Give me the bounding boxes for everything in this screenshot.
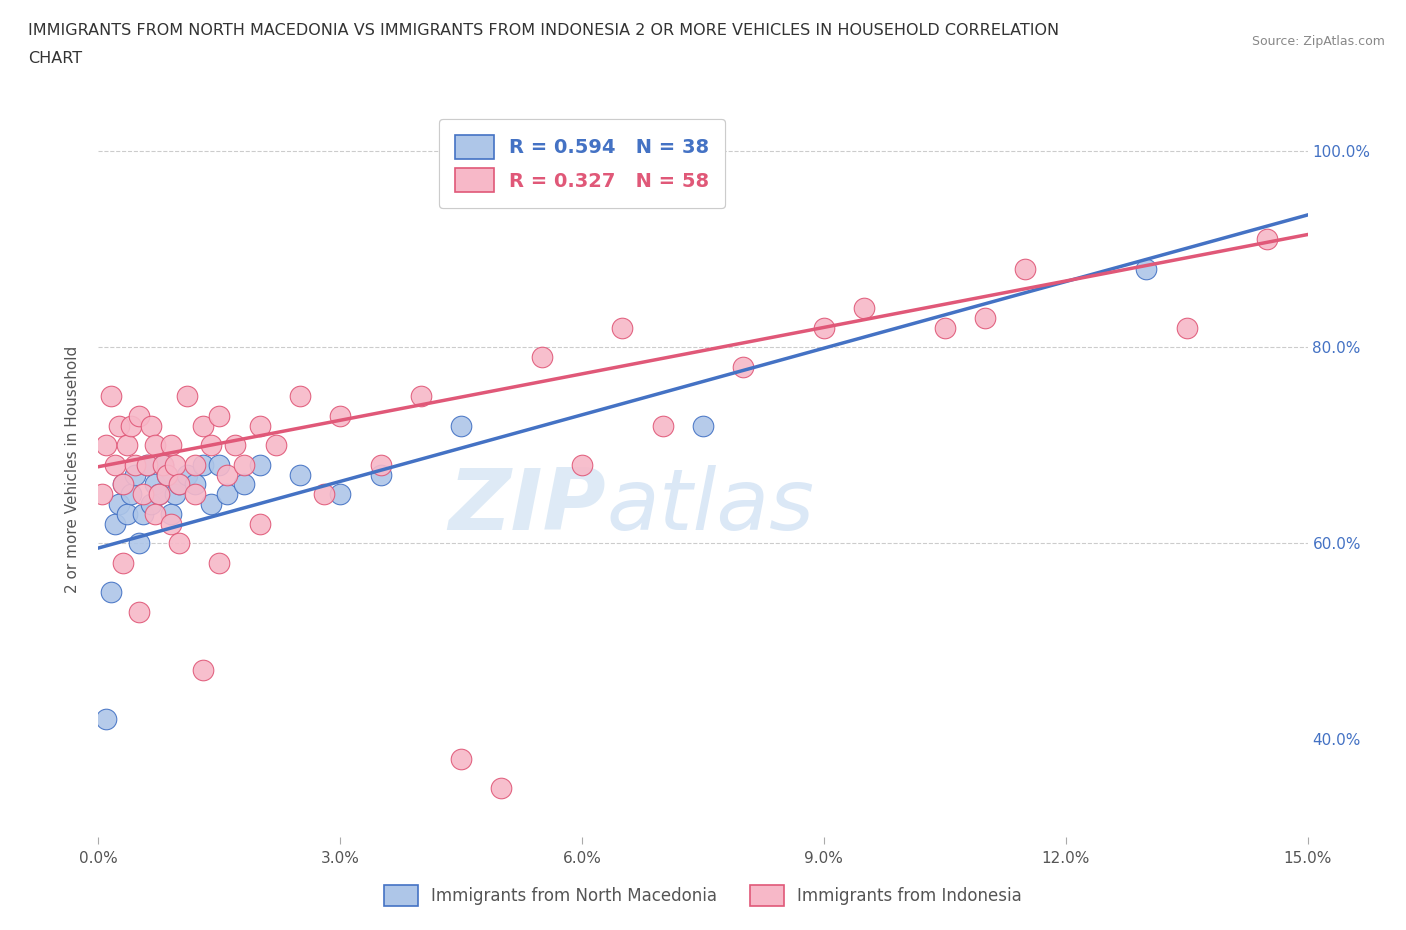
Point [139, 497, 162, 512]
Point [491, 780, 513, 795]
Point [120, 418, 142, 433]
Point [370, 458, 392, 472]
Point [232, 477, 254, 492]
Point [148, 486, 170, 501]
Point [132, 486, 155, 501]
Point [288, 467, 311, 482]
Point [176, 389, 198, 404]
Point [853, 300, 876, 315]
Text: IMMIGRANTS FROM NORTH MACEDONIA VS IMMIGRANTS FROM INDONESIA 2 OR MORE VEHICLES : IMMIGRANTS FROM NORTH MACEDONIA VS IMMIG… [28, 23, 1059, 38]
Point [184, 486, 207, 501]
Point [143, 506, 166, 521]
Point [813, 320, 835, 335]
Point [934, 320, 956, 335]
Point [612, 320, 634, 335]
Point [249, 418, 271, 433]
Point [111, 477, 134, 492]
Point [152, 458, 174, 472]
Point [200, 438, 222, 453]
Point [184, 477, 207, 492]
Point [115, 506, 138, 521]
Y-axis label: 2 or more Vehicles in Household: 2 or more Vehicles in Household [65, 346, 80, 593]
Point [160, 516, 183, 531]
Text: CHART: CHART [28, 51, 82, 66]
Point [329, 408, 352, 423]
Point [370, 467, 392, 482]
Point [264, 438, 287, 453]
Point [120, 486, 142, 501]
Point [135, 458, 157, 472]
Point [111, 477, 134, 492]
Text: Source: ZipAtlas.com: Source: ZipAtlas.com [1251, 35, 1385, 48]
Legend: Immigrants from North Macedonia, Immigrants from Indonesia: Immigrants from North Macedonia, Immigra… [378, 879, 1028, 912]
Point [232, 458, 254, 472]
Point [100, 585, 122, 600]
Point [115, 438, 138, 453]
Point [208, 555, 231, 570]
Point [160, 506, 183, 521]
Point [193, 663, 215, 678]
Point [124, 458, 146, 472]
Point [288, 389, 311, 404]
Point [103, 516, 125, 531]
Point [450, 418, 472, 433]
Point [167, 536, 190, 551]
Point [156, 467, 179, 482]
Point [530, 350, 553, 365]
Point [409, 389, 432, 404]
Point [692, 418, 714, 433]
Point [329, 486, 352, 501]
Point [1135, 261, 1157, 276]
Point [184, 458, 207, 472]
Point [314, 486, 336, 501]
Point [135, 458, 157, 472]
Point [96, 712, 118, 727]
Point [163, 486, 186, 501]
Point [167, 477, 190, 492]
Point [160, 438, 183, 453]
Point [974, 311, 997, 325]
Point [128, 408, 150, 423]
Point [1014, 261, 1036, 276]
Point [167, 477, 190, 492]
Text: atlas: atlas [606, 465, 814, 548]
Point [193, 418, 215, 433]
Point [148, 486, 170, 501]
Legend: R = 0.594   N = 38, R = 0.327   N = 58: R = 0.594 N = 38, R = 0.327 N = 58 [439, 119, 725, 207]
Point [217, 486, 239, 501]
Point [193, 458, 215, 472]
Point [163, 458, 186, 472]
Point [132, 506, 155, 521]
Point [249, 516, 271, 531]
Point [651, 418, 673, 433]
Point [156, 467, 179, 482]
Point [124, 467, 146, 482]
Point [249, 458, 271, 472]
Point [139, 418, 162, 433]
Point [1256, 232, 1278, 246]
Text: ZIP: ZIP [449, 465, 606, 548]
Point [107, 497, 129, 512]
Point [571, 458, 593, 472]
Point [450, 751, 472, 766]
Point [152, 458, 174, 472]
Point [111, 555, 134, 570]
Point [107, 418, 129, 433]
Point [208, 458, 231, 472]
Point [217, 467, 239, 482]
Point [91, 486, 114, 501]
Point [103, 458, 125, 472]
Point [208, 408, 231, 423]
Point [200, 497, 222, 512]
Point [143, 477, 166, 492]
Point [224, 438, 246, 453]
Point [96, 438, 118, 453]
Point [733, 359, 755, 374]
Point [100, 389, 122, 404]
Point [143, 438, 166, 453]
Point [1175, 320, 1198, 335]
Point [128, 604, 150, 619]
Point [128, 536, 150, 551]
Point [176, 467, 198, 482]
